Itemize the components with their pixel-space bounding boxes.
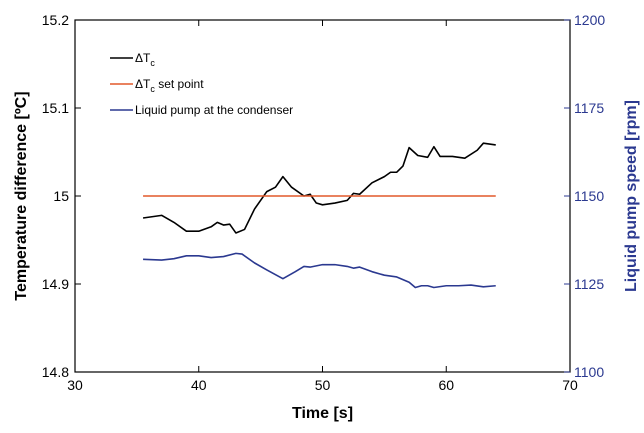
- legend-label-main: ΔT: [135, 77, 151, 91]
- x-tick-label: 70: [562, 377, 578, 393]
- right-y-tick-label: 1125: [574, 276, 604, 292]
- right-y-tick-label: 1175: [574, 100, 604, 116]
- legend-label-2: Liquid pump at the condenser: [135, 103, 293, 117]
- x-tick-label: 40: [191, 377, 207, 393]
- x-tick-label: 50: [315, 377, 331, 393]
- left-y-tick-label: 15.1: [42, 100, 69, 116]
- legend-label-main: ΔT: [135, 51, 151, 65]
- right-y-tick-label: 1200: [574, 12, 605, 28]
- left-y-tick-label: 15.2: [42, 12, 69, 28]
- left-y-tick-label: 14.8: [42, 364, 69, 380]
- right-y-axis-title: Liquid pump speed [rpm]: [623, 100, 640, 292]
- x-axis-title: Time [s]: [292, 405, 353, 422]
- legend-label-main: Liquid pump at the condenser: [135, 103, 293, 117]
- x-tick-label: 60: [438, 377, 454, 393]
- series-line-0: [142, 142, 496, 234]
- series-line-2: [143, 252, 496, 289]
- plot-area: 30 40 50 60 70 14.8 14.9 15 15.1 15.2 1100 1125 1150…: [42, 12, 606, 393]
- legend-label-subscript: c: [150, 58, 155, 68]
- legend-label-subscript: c: [150, 84, 155, 94]
- x-tick-label: 30: [67, 377, 83, 393]
- right-y-tick-label: 1100: [574, 364, 604, 380]
- right-y-tick-label: 1150: [574, 188, 604, 204]
- legend-label-1: ΔTc set point: [135, 77, 204, 94]
- left-y-tick-label: 14.9: [42, 276, 69, 292]
- left-y-tick-label: 15: [53, 188, 69, 204]
- legend-label-0: ΔTc: [135, 51, 155, 68]
- left-y-axis-title: Temperature difference [ºC]: [13, 91, 30, 300]
- legend-label-suffix: set point: [155, 77, 204, 91]
